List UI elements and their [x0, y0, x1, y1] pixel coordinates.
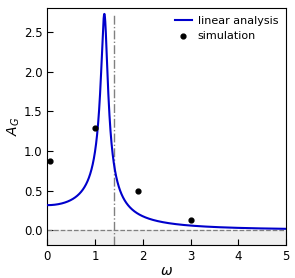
simulation: [188, 218, 193, 222]
linear analysis: [254, 227, 258, 230]
simulation: [47, 159, 52, 164]
simulation: [136, 188, 140, 193]
Bar: [47, 230, 286, 245]
linear analysis: [87, 177, 91, 180]
linear analysis: [73, 196, 76, 200]
linear analysis: [137, 213, 141, 216]
linear analysis: [45, 203, 49, 207]
Line: linear analysis: linear analysis: [47, 14, 286, 229]
linear analysis: [284, 227, 288, 230]
Y-axis label: $A_G$: $A_G$: [6, 117, 22, 136]
simulation: [93, 126, 97, 130]
linear analysis: [280, 227, 283, 230]
Legend: linear analysis, simulation: linear analysis, simulation: [172, 14, 281, 43]
linear analysis: [103, 12, 106, 16]
linear analysis: [148, 217, 151, 220]
X-axis label: $\omega$: $\omega$: [160, 264, 173, 278]
